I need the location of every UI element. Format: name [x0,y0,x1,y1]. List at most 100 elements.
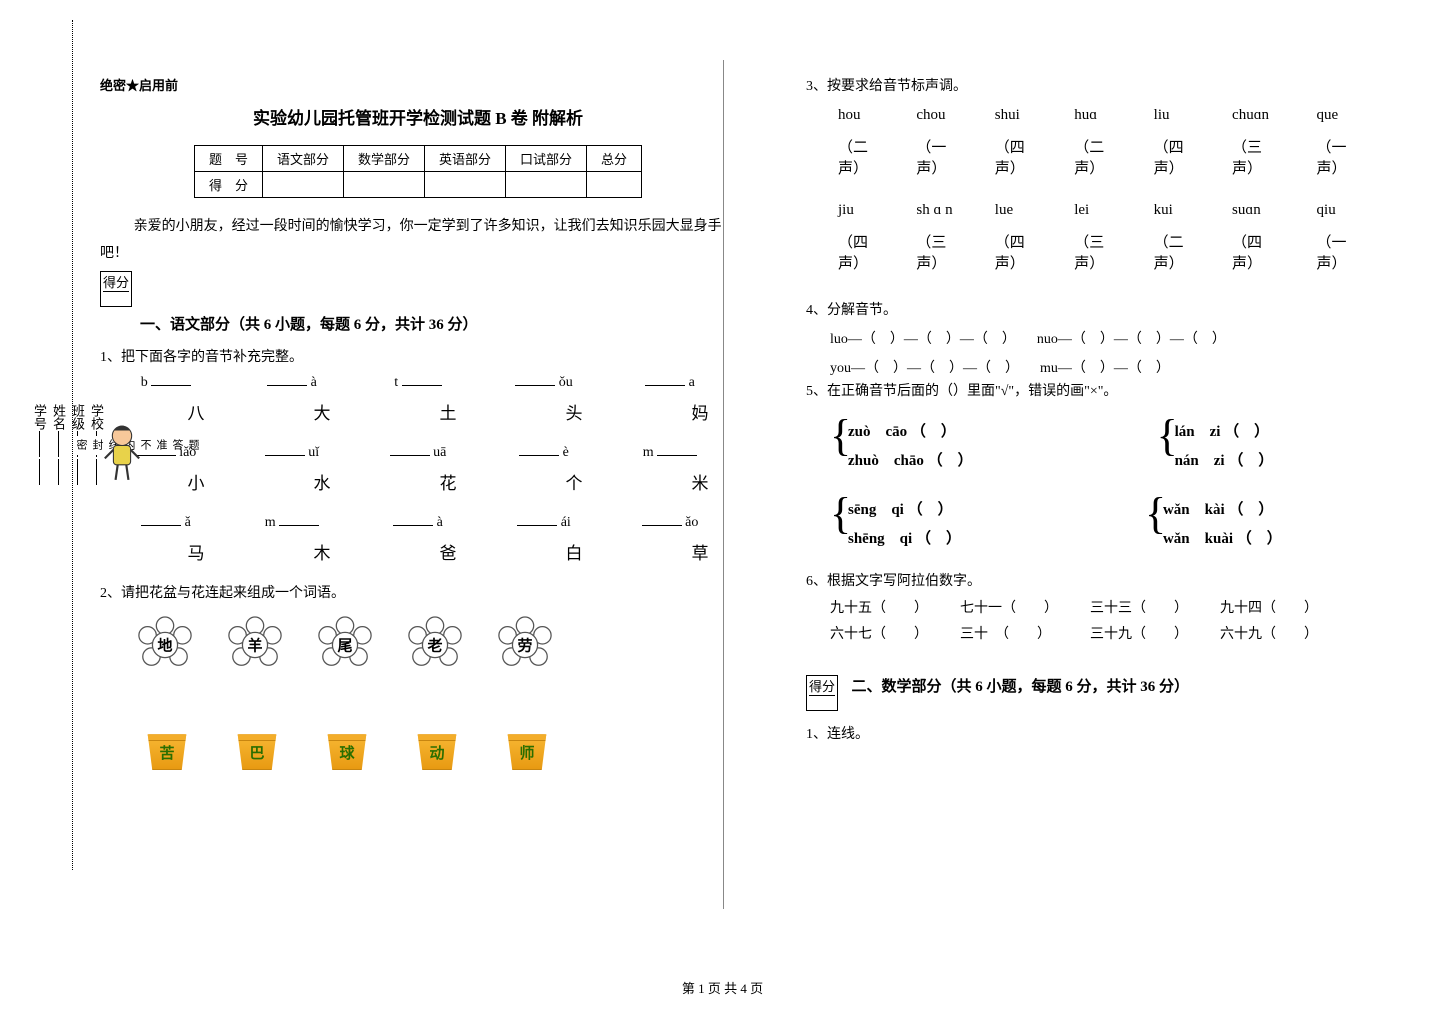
pinyin-cell: è [508,442,580,461]
hanzi-cell: 花 [412,469,484,494]
pinyin-option: zuò cāo （ ） [848,416,973,445]
brace-group: {sēng qi （ ）shēng qi （ ） [830,494,961,552]
pinyin: que [1297,101,1375,130]
flower-row: 地羊尾老劳 [136,616,736,674]
tone-label: （一声） [896,130,974,184]
score-mini-box: 得分 [100,271,132,307]
tone-label: （四声） [818,225,896,279]
hanzi-cell: 水 [286,469,358,494]
num-item: 九十四（ ） [1220,596,1350,623]
brace-group: {lán zi （ ）nán zi （ ） [1157,416,1274,474]
score-table: 题 号 语文部分 数学部分 英语部分 口试部分 总分 得 分 [194,145,642,198]
pinyin-cell: b [130,372,202,391]
pinyin-option: nán zi （ ） [1175,445,1274,474]
q1-label: 1、把下面各字的音节补充完整。 [100,346,736,366]
tone-label: （一声） [1297,225,1375,279]
score-row: 得 分 [194,172,262,198]
hanzi-cell: 土 [412,399,484,424]
q3-grid: houchoushuihuɑliuchuɑnque（二声）（一声）（四声）（二 … [806,101,1375,291]
tone-label: （四 声） [975,225,1054,279]
pinyin: suɑn [1212,196,1296,225]
hanzi-cell: 木 [286,539,358,564]
num-item: 九十五（ ） [830,596,960,623]
pinyin-cell: à [256,372,328,391]
pot-row: 苦巴球动师 [144,734,736,770]
pot-icon: 苦 [144,734,190,770]
pinyin: kui [1134,196,1212,225]
flower-icon: 劳 [496,616,554,674]
exam-title: 实验幼儿园托管班开学检测试题 B 卷 附解析 [100,104,736,129]
pinyin: chou [896,101,974,130]
hanzi-cell: 大 [286,399,358,424]
pinyin-option: wǎn kài （ ） [1163,494,1282,523]
pinyin: hou [818,101,896,130]
hanzi-cell: 米 [664,469,736,494]
pinyin-cell: m [256,512,328,531]
pinyin-option: shēng qi （ ） [848,523,961,552]
hanzi-cell: 爸 [412,539,484,564]
pinyin: liu [1134,101,1212,130]
q4-body: luo—（ ）—（ ）—（ ） nuo—（ ）—（ ）—（ ） you—（ ）—… [830,325,1375,384]
pinyin: huɑ [1054,101,1133,130]
tone-label: （三声） [1212,130,1296,184]
pinyin-option: wǎn kuài （ ） [1163,523,1282,552]
tone-label: （四声） [975,130,1054,184]
flower-icon: 羊 [226,616,284,674]
pinyin: chuɑn [1212,101,1296,130]
pinyin: lei [1054,196,1133,225]
flower-icon: 地 [136,616,194,674]
q4-label: 4、分解音节。 [806,299,1375,319]
pinyin-cell: à [382,512,454,531]
q5-label: 5、在正确音节后面的（）里面"√"，错误的画"×"。 [806,380,1375,400]
tone-label: （二声） [1134,225,1212,279]
pinyin-cell: t [382,372,454,391]
pinyin-cell: ǒu [508,372,580,391]
tone-label: （二声） [818,130,896,184]
pinyin-cell: uǐ [256,442,328,461]
q6-label: 6、根据文字写阿拉伯数字。 [806,570,1375,590]
q2-label: 2、请把花盆与花连起来组成一个词语。 [100,582,736,602]
hanzi-cell: 白 [538,539,610,564]
flower-icon: 尾 [316,616,374,674]
tone-label: （二 声） [1054,130,1133,184]
num-item: 六十九（ ） [1220,622,1350,649]
hanzi-cell: 草 [664,539,736,564]
flower-icon: 老 [406,616,464,674]
num-item: 三十三（ ） [1090,596,1220,623]
sec2-q1: 1、连线。 [806,723,1375,743]
intro-text: 亲爱的小朋友，经过一段时间的愉快学习，你一定学到了许多知识，让我们去知识乐园大显… [100,214,736,267]
num-item: 七十一（ ） [960,596,1090,623]
tone-label: （四声） [1134,130,1212,184]
tone-label: （三声） [896,225,974,279]
tone-label: （四 声） [1212,225,1296,279]
q5-body: {zuò cāo （ ）zhuò chāo （ ）{lán zi （ ）nán … [806,406,1375,562]
num-item: 六十七（ ） [830,622,960,649]
score-mini-box-2: 得分 [806,675,838,711]
confidential-note: 绝密★启用前 [100,75,736,94]
pinyin: sh ɑ n [896,196,974,225]
pinyin: shui [975,101,1054,130]
hanzi-cell: 八 [160,399,232,424]
hanzi-cell: 个 [538,469,610,494]
q1-grid: b àt ǒu a八大土头妈 iǎo uǐ uā èm 小水花个米 ǎm à á… [130,372,736,564]
pinyin: qiu [1297,196,1375,225]
right-column: 3、按要求给音节标声调。 houchoushuihuɑliuchuɑnque （二… [806,30,1375,770]
hanzi-cell: 头 [538,399,610,424]
pot-icon: 师 [504,734,550,770]
num-item: 三十 （ ） [960,622,1090,649]
pinyin-cell: ǎ [130,512,202,531]
q6-body: 九十五（ ）七十一（ ）三十三（ ）九十四（ ） 六十七（ ）三十 （ ）三十九（… [830,596,1375,649]
tone-label: （三声） [1054,225,1133,279]
field-name: 姓名 [51,404,66,430]
pot-icon: 球 [324,734,370,770]
pinyin-cell: a [634,372,706,391]
field-id: 学号 [32,404,47,430]
q3-label: 3、按要求给音节标声调。 [806,75,1375,95]
tone-label: （一声） [1297,130,1375,184]
num-item: 三十九（ ） [1090,622,1220,649]
pinyin-option: zhuò chāo （ ） [848,445,973,474]
pot-icon: 巴 [234,734,280,770]
pinyin-cell: ǎo [634,512,706,531]
pinyin: lue [975,196,1054,225]
pinyin-cell: m [634,442,706,461]
